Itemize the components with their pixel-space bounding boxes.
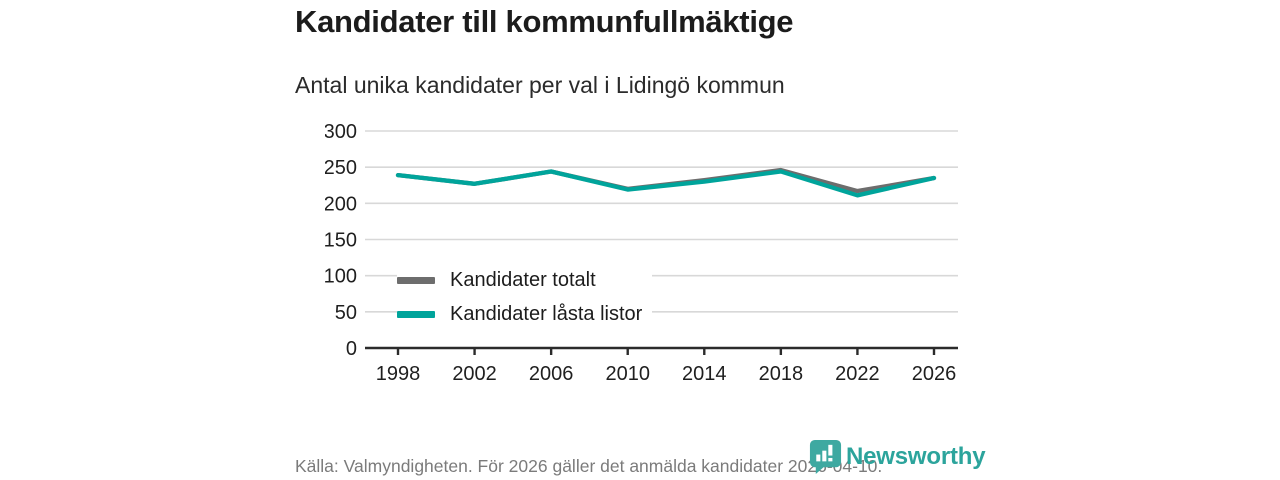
svg-text:2014: 2014 xyxy=(682,363,727,385)
svg-text:200: 200 xyxy=(325,193,357,215)
legend-item-totalt: Kandidater totalt xyxy=(397,266,642,294)
source-note: Källa: Valmyndigheten. För 2026 gäller d… xyxy=(295,456,883,476)
chart-legend: Kandidater totalt Kandidater låsta listo… xyxy=(397,264,653,330)
newsworthy-logo-wordmark: Newsworthy xyxy=(846,442,986,470)
svg-text:2022: 2022 xyxy=(835,363,880,385)
legend-label-lasta-listor: Kandidater låsta listor xyxy=(450,302,643,325)
svg-text:300: 300 xyxy=(325,121,357,143)
line-chart: 0 50 100 150 200 250 300 1998 2002 2006 2010 2014 20… xyxy=(325,112,985,404)
svg-text:250: 250 xyxy=(325,157,357,179)
svg-text:2002: 2002 xyxy=(452,363,497,385)
svg-text:2010: 2010 xyxy=(605,363,650,385)
svg-text:0: 0 xyxy=(346,338,357,360)
legend-swatch-lasta-listor xyxy=(397,310,435,318)
svg-text:2006: 2006 xyxy=(529,363,574,385)
svg-text:2026: 2026 xyxy=(912,363,957,385)
svg-text:50: 50 xyxy=(335,302,357,324)
legend-label-totalt: Kandidater totalt xyxy=(450,268,596,291)
legend-item-lasta-listor: Kandidater låsta listor xyxy=(397,300,642,328)
svg-text:2018: 2018 xyxy=(759,363,804,385)
newsworthy-logo: Newsworthy xyxy=(808,438,986,475)
svg-text:150: 150 xyxy=(325,230,357,252)
newsworthy-logo-icon xyxy=(808,438,843,475)
svg-text:100: 100 xyxy=(325,266,357,288)
chart-plot-area: 0 50 100 150 200 250 300 1998 2002 2006 2010 2014 20… xyxy=(325,121,958,385)
chart-subtitle: Antal unika kandidater per val i Lidingö… xyxy=(295,72,785,98)
legend-swatch-totalt xyxy=(397,276,435,284)
svg-text:1998: 1998 xyxy=(376,363,421,385)
chart-title: Kandidater till kommunfullmäktige xyxy=(295,4,794,39)
